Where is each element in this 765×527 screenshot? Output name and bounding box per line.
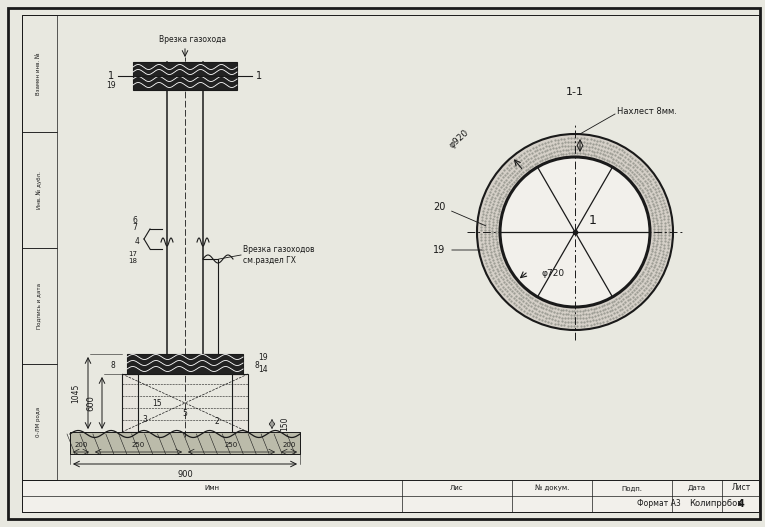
Text: № докум.: № докум. bbox=[535, 485, 569, 491]
Bar bbox=[22, 132, 57, 248]
Text: φ920: φ920 bbox=[448, 128, 470, 150]
Text: Подпись и дата: Подпись и дата bbox=[37, 283, 41, 329]
Text: 3: 3 bbox=[142, 415, 148, 425]
Text: Имн: Имн bbox=[204, 485, 220, 491]
Bar bbox=[133, 62, 237, 90]
Bar bbox=[232, 374, 248, 432]
Text: 8: 8 bbox=[110, 362, 115, 370]
Text: 150: 150 bbox=[280, 417, 289, 431]
Text: 18: 18 bbox=[129, 258, 138, 264]
Text: 1: 1 bbox=[589, 213, 597, 227]
Text: 1: 1 bbox=[256, 71, 262, 81]
Bar bbox=[22, 15, 57, 132]
Text: Врезка газохода: Врезка газохода bbox=[159, 35, 226, 44]
Text: Колипробов: Колипробов bbox=[689, 500, 743, 509]
Text: 2: 2 bbox=[215, 417, 220, 426]
Bar bbox=[22, 364, 57, 480]
Text: 14: 14 bbox=[258, 366, 268, 375]
Text: Формат А3: Формат А3 bbox=[637, 500, 681, 509]
Text: Дата: Дата bbox=[688, 485, 706, 491]
Text: 19: 19 bbox=[433, 245, 445, 255]
Circle shape bbox=[477, 134, 673, 330]
Text: 0-ЛМ рода: 0-ЛМ рода bbox=[37, 407, 41, 437]
Circle shape bbox=[500, 157, 650, 307]
Bar bbox=[70, 432, 300, 454]
Text: Взамен инв. №: Взамен инв. № bbox=[37, 52, 41, 95]
Text: Лист: Лист bbox=[731, 483, 750, 493]
Text: 6: 6 bbox=[132, 216, 138, 225]
Bar bbox=[22, 480, 759, 512]
Text: 7: 7 bbox=[132, 223, 138, 232]
Text: 200: 200 bbox=[74, 442, 88, 448]
Text: 1: 1 bbox=[108, 71, 114, 81]
Text: 17: 17 bbox=[129, 251, 138, 257]
Text: 250: 250 bbox=[225, 442, 238, 448]
Text: 8: 8 bbox=[255, 362, 260, 370]
Text: 600: 600 bbox=[86, 395, 95, 411]
Text: 19: 19 bbox=[258, 353, 268, 362]
Text: Нахлест 8мм.: Нахлест 8мм. bbox=[617, 108, 677, 116]
Text: 1-1: 1-1 bbox=[566, 87, 584, 97]
Text: Инв. № дубл.: Инв. № дубл. bbox=[36, 171, 42, 209]
Text: 4: 4 bbox=[135, 237, 139, 246]
Text: 15: 15 bbox=[152, 399, 162, 408]
Text: Врезка газоходов
см.раздел ГХ: Врезка газоходов см.раздел ГХ bbox=[243, 245, 314, 266]
Text: 5: 5 bbox=[183, 409, 187, 418]
Text: 19: 19 bbox=[106, 81, 116, 90]
Bar bbox=[127, 354, 243, 374]
Text: 900: 900 bbox=[177, 470, 193, 479]
Text: 4: 4 bbox=[737, 499, 744, 509]
Bar bbox=[122, 374, 138, 432]
Bar bbox=[22, 248, 57, 364]
Text: 20: 20 bbox=[433, 202, 445, 212]
Text: 200: 200 bbox=[282, 442, 296, 448]
Text: 250: 250 bbox=[132, 442, 145, 448]
Text: φ720: φ720 bbox=[542, 269, 565, 278]
Text: Подп.: Подп. bbox=[621, 485, 643, 491]
Text: 1045: 1045 bbox=[71, 383, 80, 403]
Text: Лис: Лис bbox=[450, 485, 464, 491]
